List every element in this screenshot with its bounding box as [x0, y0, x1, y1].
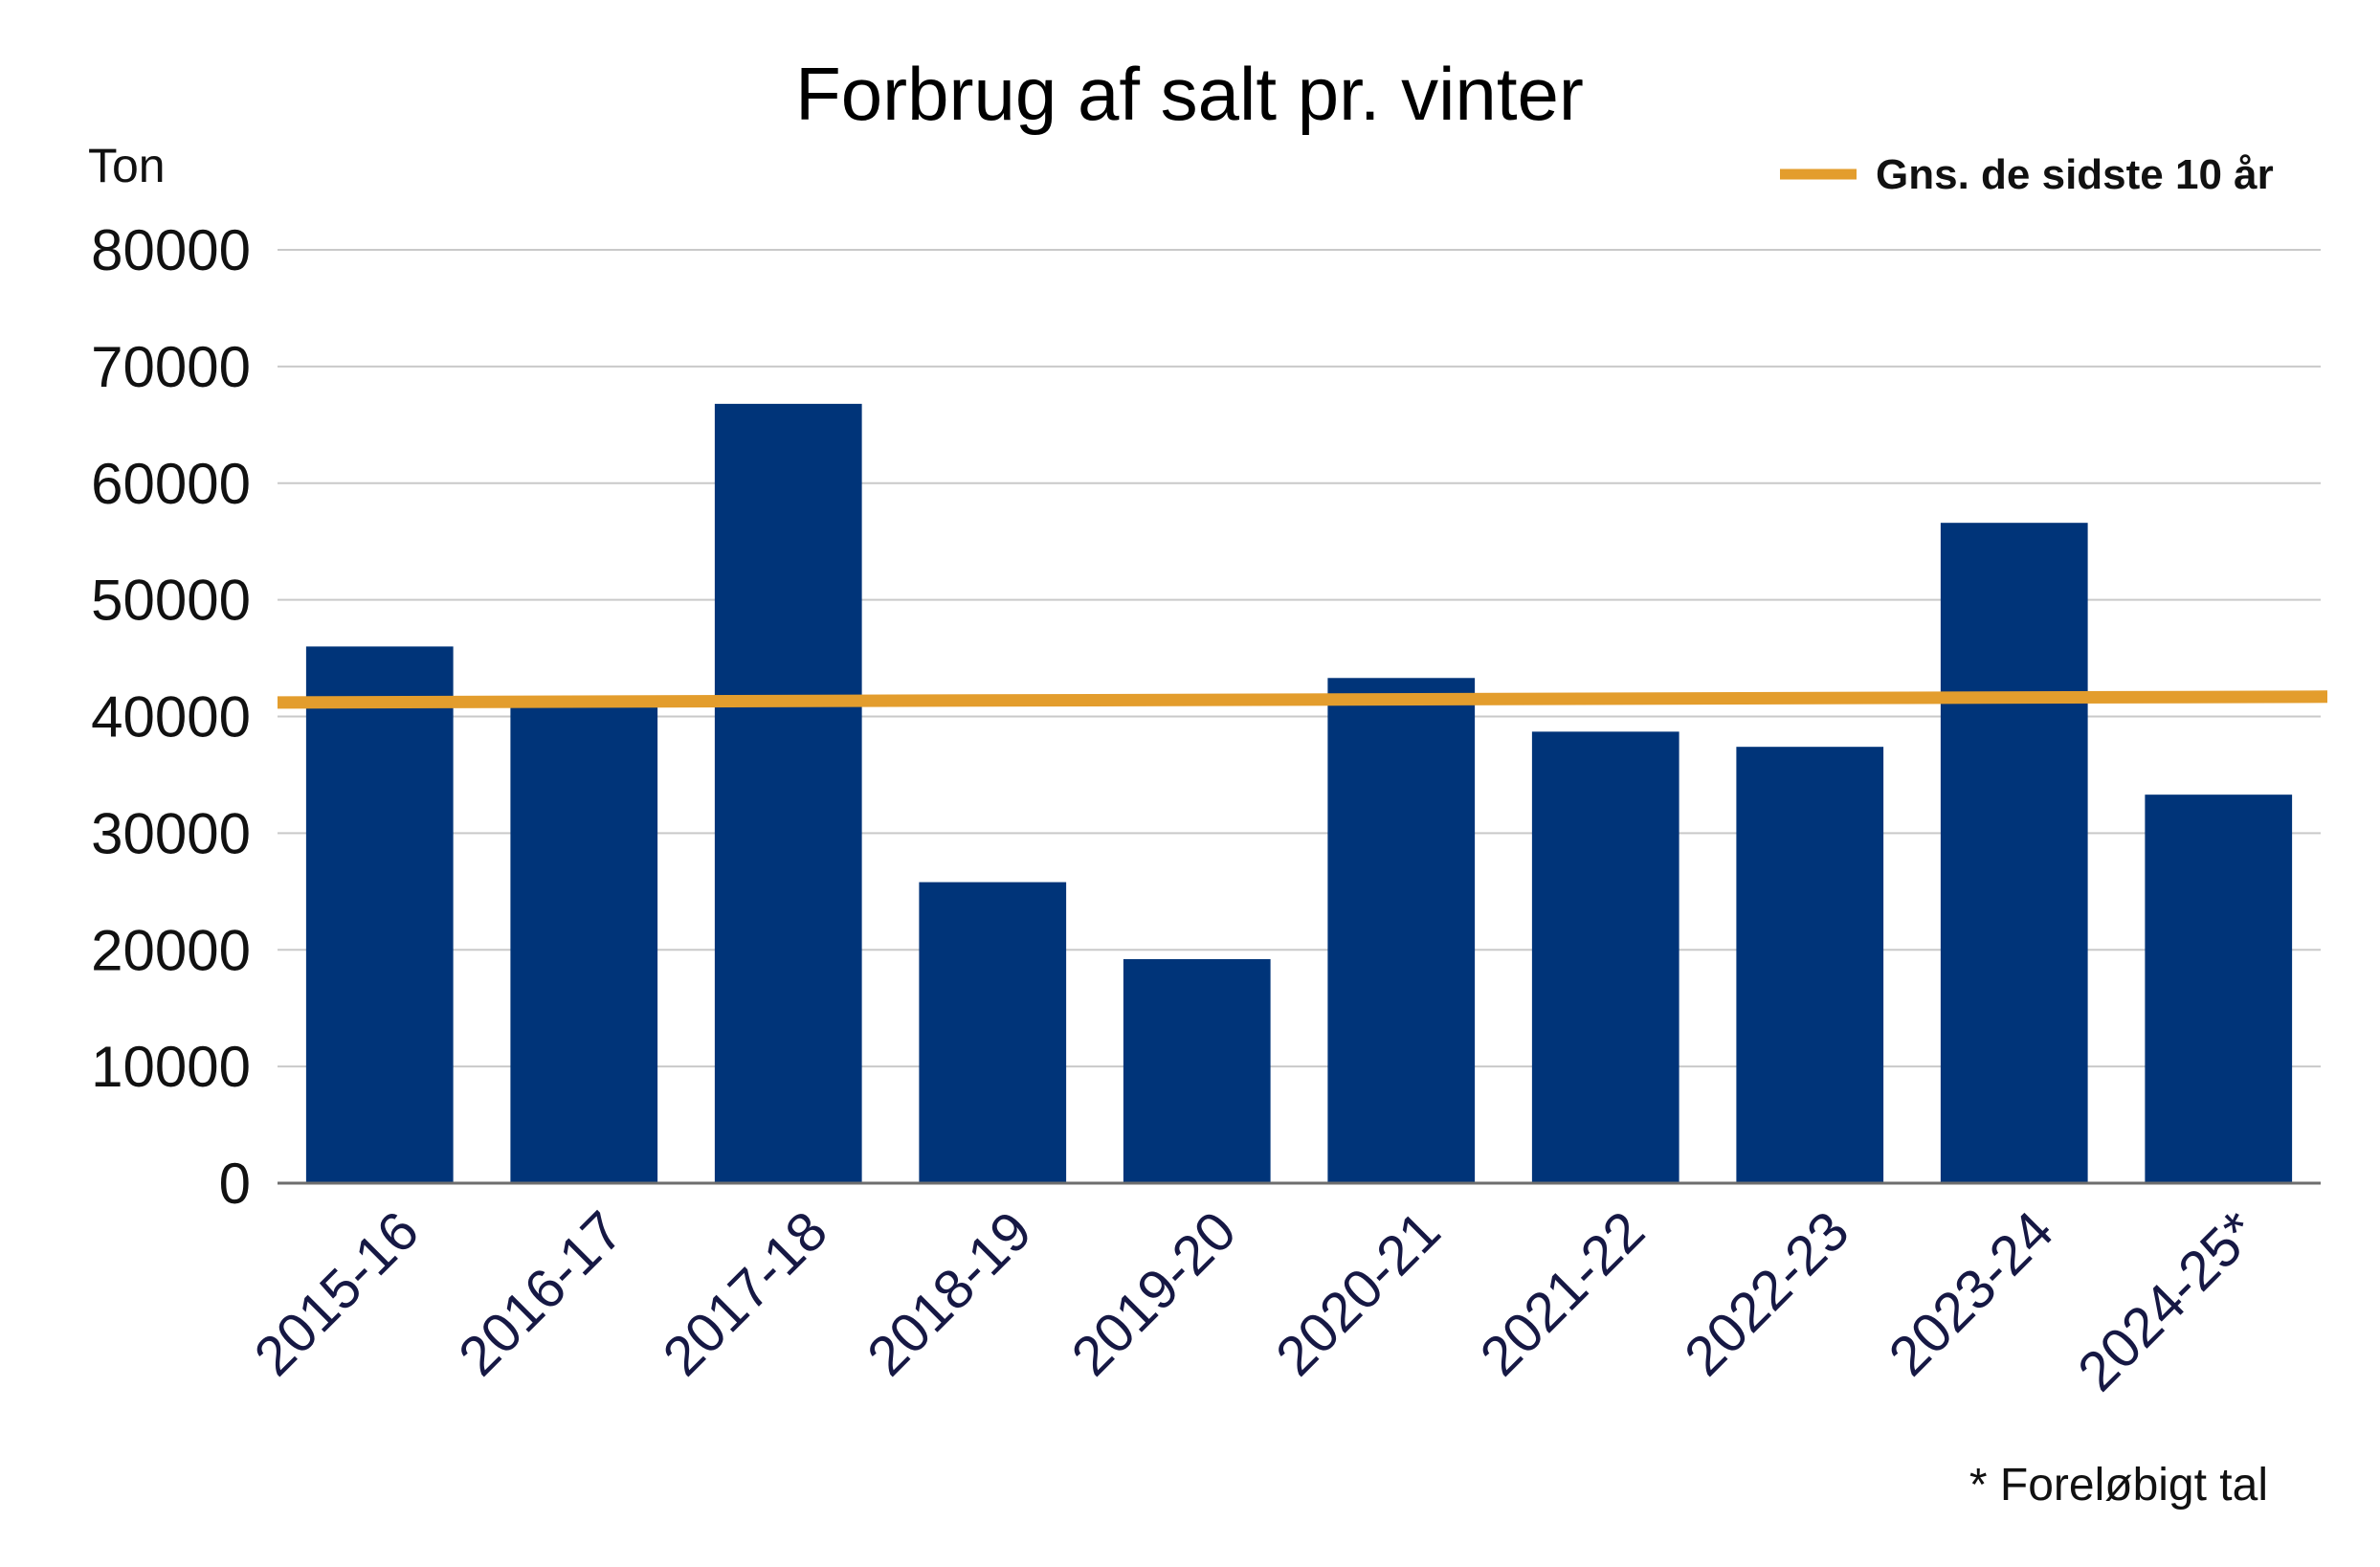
x-tick-label: 2019-20 [1059, 1199, 1247, 1387]
legend-average-label: Gns. de sidste 10 år [1876, 151, 2274, 198]
bar [305, 646, 454, 1183]
y-tick-label: 40000 [91, 685, 251, 750]
y-tick-label: 80000 [91, 218, 251, 282]
footnote: * Foreløbigt tal [1969, 1460, 2268, 1511]
y-axis-ticks: 0 10000 20000 30000 40000 50000 60000 70000 8000… [91, 218, 251, 1216]
x-tick-label: 2024-25* [2066, 1199, 2269, 1402]
bars [305, 403, 2293, 1183]
bar [1327, 678, 1476, 1183]
bar [510, 705, 658, 1183]
x-tick-label: 2018-19 [856, 1199, 1043, 1387]
x-tick-label: 2022-23 [1673, 1199, 1860, 1387]
y-tick-label: 50000 [91, 569, 251, 633]
chart-title: Forbrug af salt pr. vinter [795, 52, 1584, 136]
x-axis-ticks: 2015-16 2016-17 2017-18 2018-19 2019-20 2020-… [242, 1199, 2269, 1402]
x-tick-label: 2016-17 [447, 1199, 634, 1387]
y-tick-label: 60000 [91, 452, 251, 516]
y-tick-label: 30000 [91, 801, 251, 865]
bar [1736, 747, 1884, 1183]
bar [1531, 731, 1679, 1183]
legend: Gns. de sidste 10 år [1780, 151, 2274, 198]
x-tick-label: 2017-18 [651, 1199, 838, 1387]
bar [2145, 795, 2293, 1183]
average-line-layer [277, 690, 2328, 709]
x-tick-label: 2015-16 [242, 1199, 430, 1387]
bar [919, 882, 1067, 1183]
y-tick-label: 0 [219, 1152, 251, 1216]
y-tick-label: 20000 [91, 918, 251, 982]
x-tick-label: 2020-21 [1264, 1199, 1452, 1387]
x-tick-label: 2021-22 [1468, 1199, 1656, 1387]
average-line [277, 690, 2328, 709]
y-tick-label: 70000 [91, 335, 251, 399]
bar [1940, 523, 2088, 1183]
x-tick-label: 2023-24 [1877, 1199, 2064, 1387]
y-axis-unit-label: Ton [88, 139, 166, 192]
y-tick-label: 10000 [91, 1035, 251, 1099]
bar [1123, 959, 1271, 1183]
bar [714, 403, 862, 1183]
